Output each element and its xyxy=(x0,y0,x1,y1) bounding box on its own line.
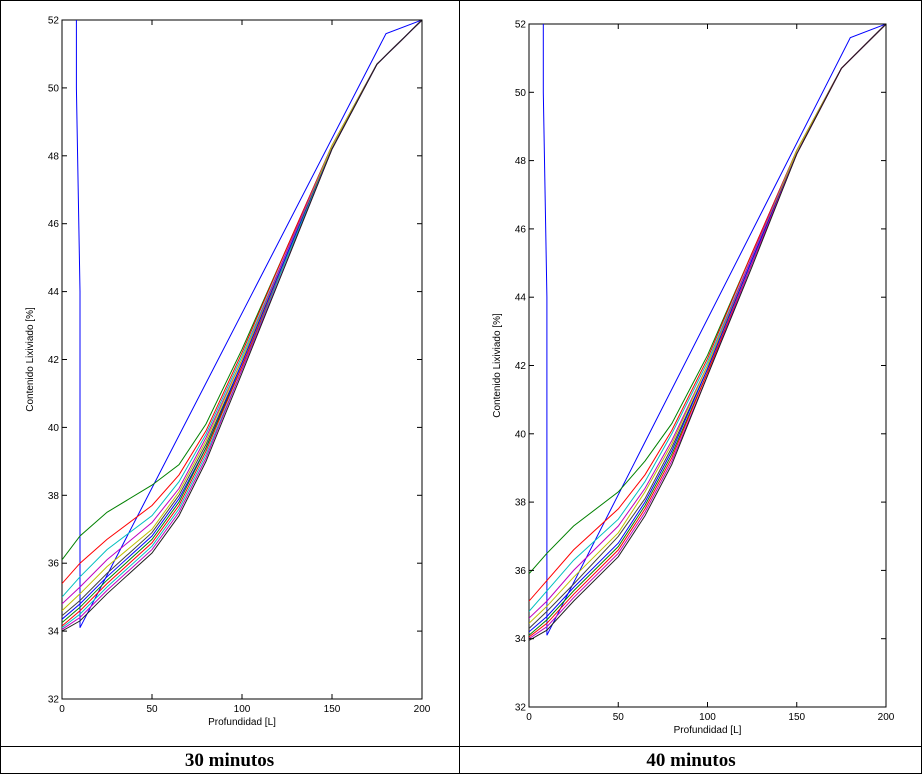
caption-40-minutos: 40 minutos xyxy=(646,750,736,771)
y-tick-label: 44 xyxy=(48,287,60,298)
y-tick-label: 52 xyxy=(515,20,527,31)
y-axis-label: Contenido Lixiviado [%] xyxy=(492,313,503,418)
x-tick-label: 0 xyxy=(59,704,65,715)
series-line-0 xyxy=(542,24,886,636)
x-tick-label: 150 xyxy=(788,712,805,723)
y-tick-label: 32 xyxy=(48,695,60,706)
y-tick-label: 42 xyxy=(515,361,527,372)
x-tick-label: 200 xyxy=(414,704,431,715)
y-tick-label: 40 xyxy=(515,429,527,440)
y-tick-label: 50 xyxy=(48,83,60,94)
series-group xyxy=(62,20,422,632)
series-line-11 xyxy=(529,24,886,641)
x-tick-label: 50 xyxy=(146,704,158,715)
x-tick-label: 0 xyxy=(526,712,532,723)
x-tick-label: 50 xyxy=(613,712,625,723)
y-tick-label: 40 xyxy=(48,423,60,434)
caption-30-minutos: 30 minutos xyxy=(184,750,275,771)
x-tick-label: 100 xyxy=(234,704,251,715)
y-tick-label: 42 xyxy=(48,355,60,366)
series-group xyxy=(529,24,886,641)
y-tick-label: 38 xyxy=(48,491,60,502)
x-tick-label: 150 xyxy=(324,704,341,715)
y-tick-label: 52 xyxy=(48,16,60,27)
y-tick-label: 46 xyxy=(515,224,527,235)
x-axis-label: Profundidad [L] xyxy=(674,725,742,736)
y-tick-label: 46 xyxy=(48,219,60,230)
y-tick-label: 50 xyxy=(515,88,527,99)
y-tick-label: 44 xyxy=(515,293,527,304)
series-line-0 xyxy=(75,20,422,628)
y-tick-label: 48 xyxy=(48,151,60,162)
y-tick-label: 34 xyxy=(515,634,527,645)
series-line-5 xyxy=(62,20,422,612)
series-line-5 xyxy=(529,24,886,624)
y-tick-label: 48 xyxy=(515,156,527,167)
y-tick-label: 34 xyxy=(48,627,60,638)
y-tick-label: 36 xyxy=(48,559,60,570)
y-axis-label: Contenido Lixiviado [%] xyxy=(25,307,36,412)
chart-30-minutos: 0 50 100 150 200 32 34 36 38 40 42 44 46 48 50 52 Profun… xyxy=(25,16,431,729)
chart-40-minutos: 0 50 100 150 200 32 34 36 38 40 42 44 46 48 50 52 Profun… xyxy=(492,20,895,737)
y-tick-label: 32 xyxy=(515,703,527,714)
x-axis-label: Profundidad [L] xyxy=(208,717,276,728)
y-tick-label: 36 xyxy=(515,566,527,577)
x-tick-label: 100 xyxy=(699,712,716,723)
y-tick-label: 38 xyxy=(515,498,527,509)
x-tick-label: 200 xyxy=(878,712,895,723)
series-line-12 xyxy=(62,20,422,632)
